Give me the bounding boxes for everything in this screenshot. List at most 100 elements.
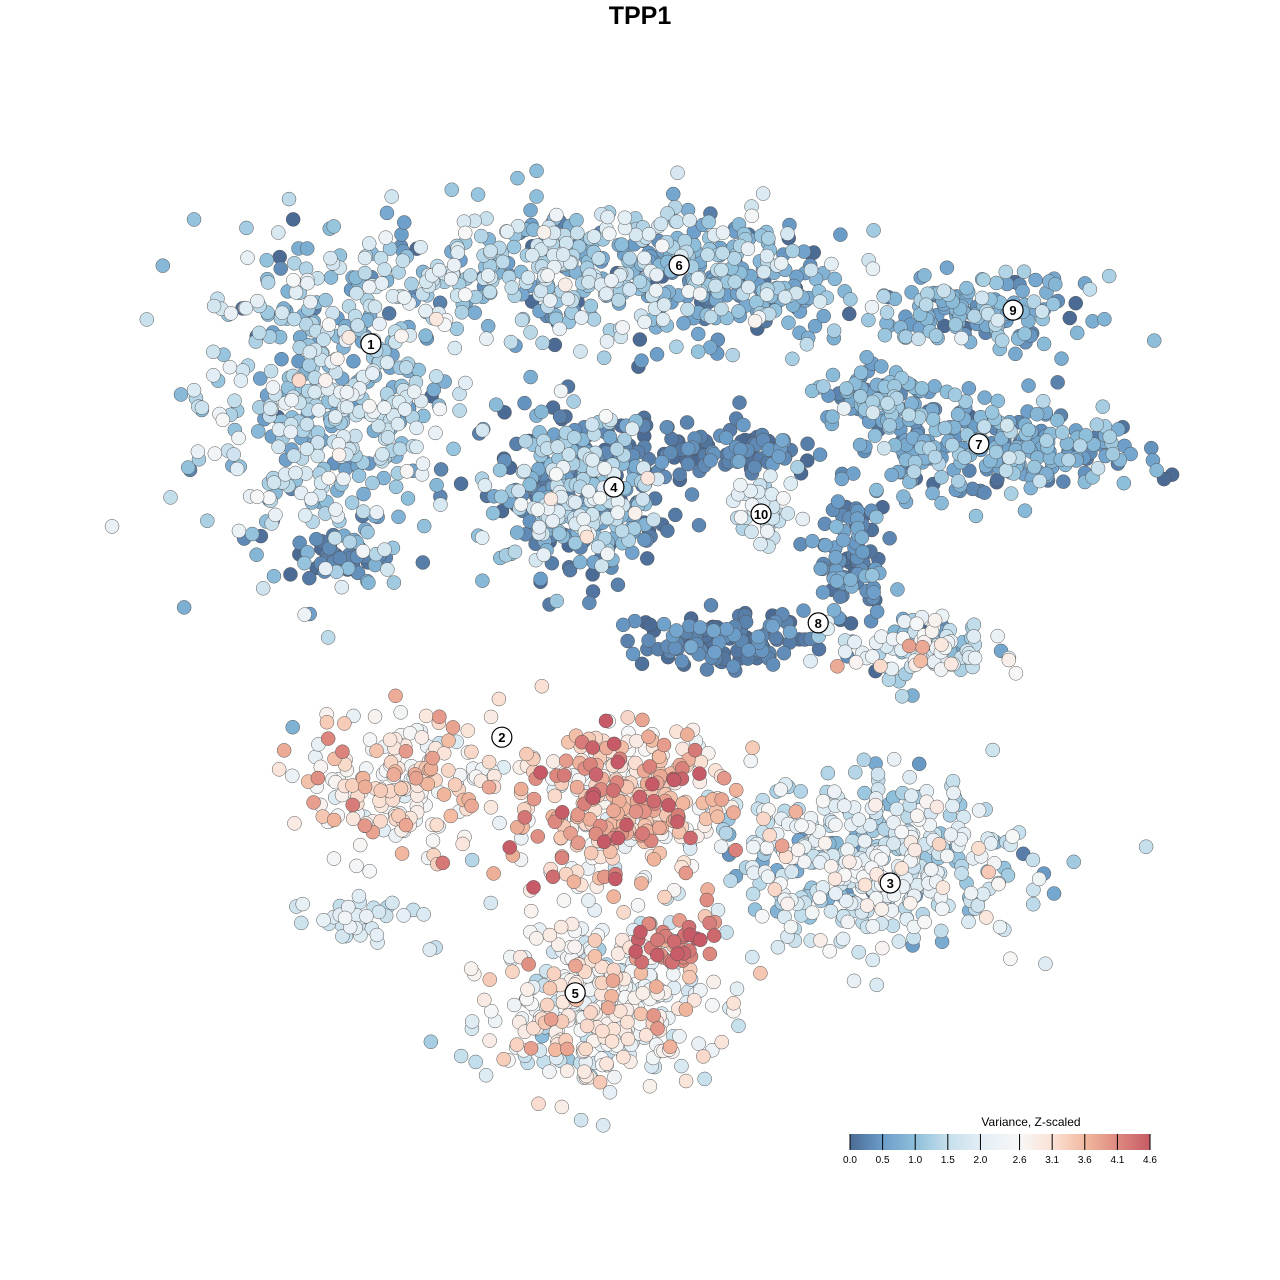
data-point <box>292 535 307 551</box>
data-point <box>1002 450 1017 466</box>
data-point <box>390 416 406 432</box>
data-point <box>464 1014 480 1029</box>
data-point <box>433 497 448 512</box>
data-point <box>842 306 857 322</box>
data-point <box>441 763 456 778</box>
data-point <box>770 940 786 955</box>
data-point <box>725 347 740 363</box>
data-point <box>249 547 264 562</box>
data-point <box>398 817 414 833</box>
data-point <box>379 205 395 221</box>
data-point <box>543 1012 559 1027</box>
data-point <box>680 441 696 457</box>
data-point <box>869 509 884 525</box>
data-point <box>283 424 298 440</box>
data-point <box>526 791 542 807</box>
data-point <box>672 467 687 482</box>
data-point <box>866 223 881 238</box>
data-point <box>596 834 612 850</box>
data-point <box>874 902 889 917</box>
data-point <box>610 830 626 846</box>
data-point <box>827 871 843 887</box>
data-point <box>382 732 398 748</box>
data-point <box>754 909 770 924</box>
data-point <box>319 714 335 730</box>
data-point <box>595 1118 611 1133</box>
data-point <box>273 261 288 276</box>
data-point <box>696 1049 711 1064</box>
data-point <box>477 478 493 493</box>
data-point <box>702 915 717 931</box>
data-point <box>823 859 839 874</box>
data-point <box>604 273 619 288</box>
data-point <box>943 827 959 842</box>
data-point <box>865 568 880 583</box>
data-point <box>781 315 796 330</box>
data-point <box>1146 333 1162 348</box>
data-point <box>372 316 387 332</box>
data-point <box>482 284 498 300</box>
data-point <box>646 852 662 867</box>
data-point <box>520 982 535 997</box>
data-point <box>432 401 448 417</box>
data-point <box>316 912 331 928</box>
data-point <box>788 804 804 819</box>
data-point <box>641 729 656 745</box>
data-point <box>566 394 581 409</box>
data-point <box>337 716 352 731</box>
data-point <box>306 795 321 810</box>
data-point <box>1025 896 1041 912</box>
data-point <box>386 767 402 782</box>
data-point <box>104 519 120 534</box>
data-point <box>934 923 949 939</box>
data-point <box>345 797 360 813</box>
data-point <box>549 207 564 223</box>
data-point <box>1090 460 1106 476</box>
data-point <box>555 805 570 820</box>
data-point <box>715 225 731 240</box>
data-point <box>409 439 424 455</box>
data-point <box>294 915 309 931</box>
legend-tick-label: 1.0 <box>908 1155 922 1166</box>
data-point <box>546 754 561 769</box>
data-point <box>281 191 297 207</box>
data-point <box>549 593 564 609</box>
data-point <box>656 616 672 632</box>
data-point <box>719 621 734 637</box>
data-point <box>602 429 618 445</box>
data-point <box>882 418 897 433</box>
data-point <box>586 790 601 806</box>
data-point <box>355 543 371 559</box>
data-point <box>807 318 823 334</box>
data-point <box>521 957 536 972</box>
data-point <box>719 925 734 940</box>
data-point <box>911 331 926 347</box>
data-point <box>848 765 863 780</box>
data-point <box>606 736 622 752</box>
data-point <box>271 225 286 240</box>
data-point <box>697 1071 712 1087</box>
data-point <box>453 476 469 492</box>
data-point <box>598 286 614 302</box>
data-point <box>632 789 648 805</box>
cluster-label-4: 4 <box>603 476 625 498</box>
data-point <box>351 468 367 483</box>
data-point <box>606 889 621 904</box>
data-point <box>833 227 848 242</box>
data-point <box>714 301 729 317</box>
data-point <box>361 236 377 251</box>
data-point <box>915 639 930 655</box>
data-point <box>950 407 966 422</box>
data-point <box>762 828 777 843</box>
data-point <box>414 730 429 745</box>
data-point <box>740 241 756 257</box>
data-point <box>492 462 508 478</box>
data-point <box>266 475 282 490</box>
data-point <box>1062 310 1078 326</box>
data-point <box>291 373 307 388</box>
data-point <box>309 531 324 547</box>
data-point <box>561 447 577 462</box>
data-point <box>904 788 919 803</box>
data-point <box>609 442 625 457</box>
data-point <box>708 278 723 294</box>
